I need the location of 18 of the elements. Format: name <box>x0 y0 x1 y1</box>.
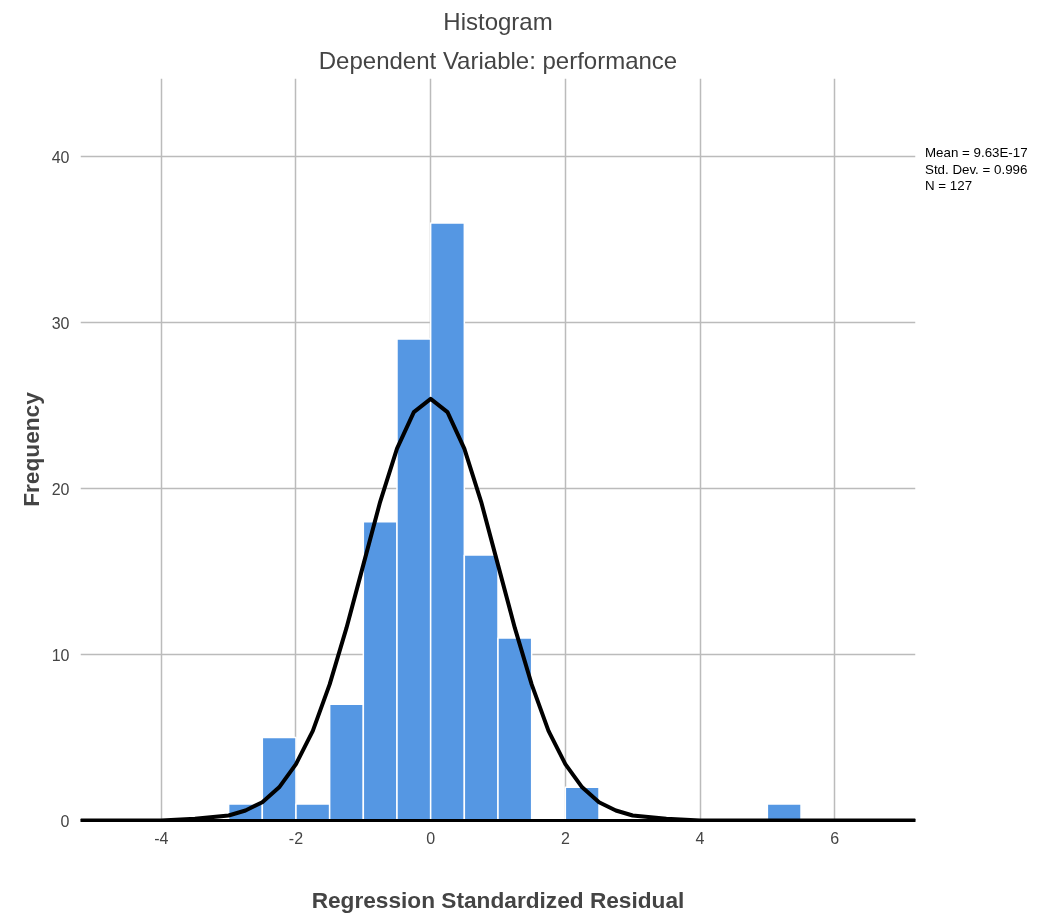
text: Std. Dev. = 0.996 <box>925 161 1028 177</box>
y-tick-label: 30 <box>51 314 70 332</box>
x-tick-label: 4 <box>695 829 705 847</box>
y-tick-label: 10 <box>51 646 70 664</box>
x-tick-label: 2 <box>560 829 570 847</box>
y-tick-label: 20 <box>51 480 70 498</box>
x-axis-title: Regression Standardized Residual <box>311 886 685 913</box>
x-tick-label: -4 <box>154 829 169 847</box>
chart-title: Histogram <box>443 7 553 35</box>
text: Mean = 9.63E-17 <box>925 145 1028 160</box>
y-tick-label: 40 <box>51 148 70 166</box>
x-tick-label: 6 <box>830 829 840 847</box>
x-tick-label: -2 <box>288 829 304 847</box>
chart-subtitle: Dependent Variable: performance <box>318 46 678 74</box>
text: N = 127 <box>925 178 973 194</box>
y-tick-label: 0 <box>60 812 70 830</box>
y-axis-title: Frequency <box>17 391 44 507</box>
x-tick-label: 0 <box>426 829 436 847</box>
